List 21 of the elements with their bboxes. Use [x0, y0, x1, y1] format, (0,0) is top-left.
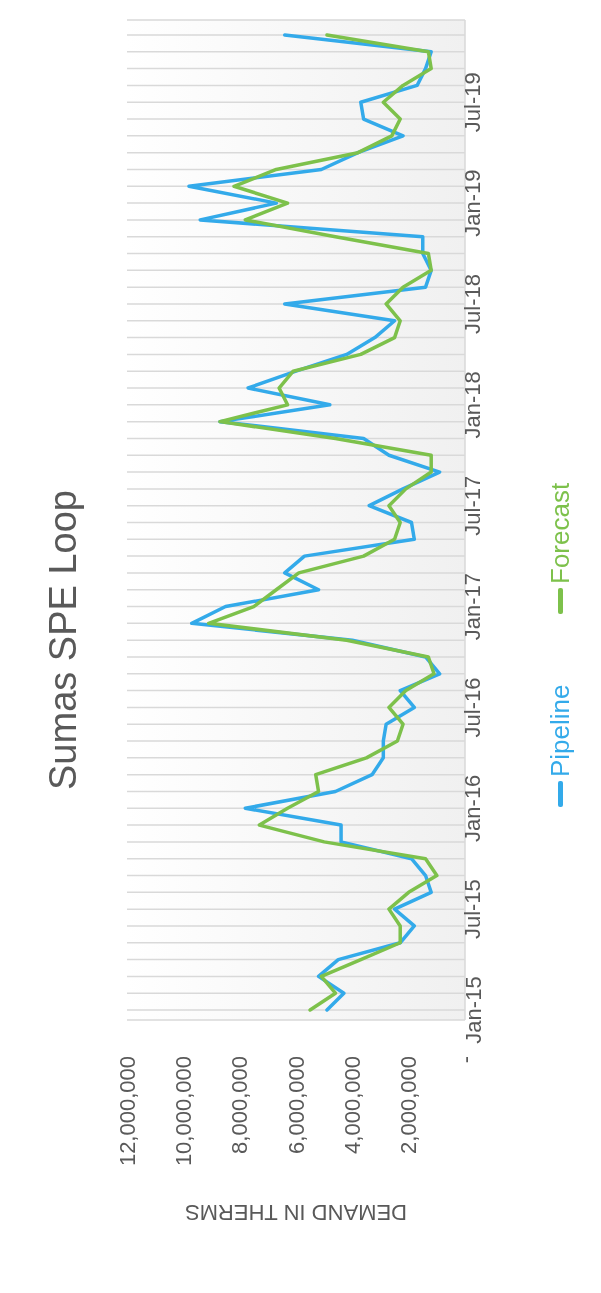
x-tick-label: 12,000,000	[114, 1056, 140, 1167]
x-tick-label: 8,000,000	[227, 1056, 253, 1154]
x-tick-label: 4,000,000	[339, 1056, 365, 1154]
text: Forecast	[545, 483, 576, 585]
x-tick-label: 6,000,000	[283, 1056, 309, 1154]
y-tick-label: Jan-18	[460, 371, 486, 439]
x-tick-label: -	[452, 1056, 478, 1064]
x-tick-label: 10,000,000	[170, 1056, 196, 1167]
y-tick-label: Jan-16	[460, 774, 486, 842]
x-axis-title: DEMAND IN THERMS	[184, 1199, 408, 1225]
y-tick-label: Jul-19	[460, 72, 486, 133]
x-tick-label: 2,000,000	[396, 1056, 422, 1154]
y-tick-label: Jan-17	[460, 572, 486, 641]
text: Sumas SPE Loop	[41, 489, 85, 792]
text: Pipeline	[545, 684, 576, 777]
y-tick-label: Jan-19	[460, 169, 486, 237]
y-tick-label: Jul-17	[460, 475, 486, 536]
y-tick-label: Jul-16	[460, 677, 486, 738]
y-tick-label: Jan-15	[460, 976, 486, 1044]
y-tick-label: Jul-18	[460, 274, 486, 334]
y-tick-label: Jul-15	[460, 879, 486, 940]
